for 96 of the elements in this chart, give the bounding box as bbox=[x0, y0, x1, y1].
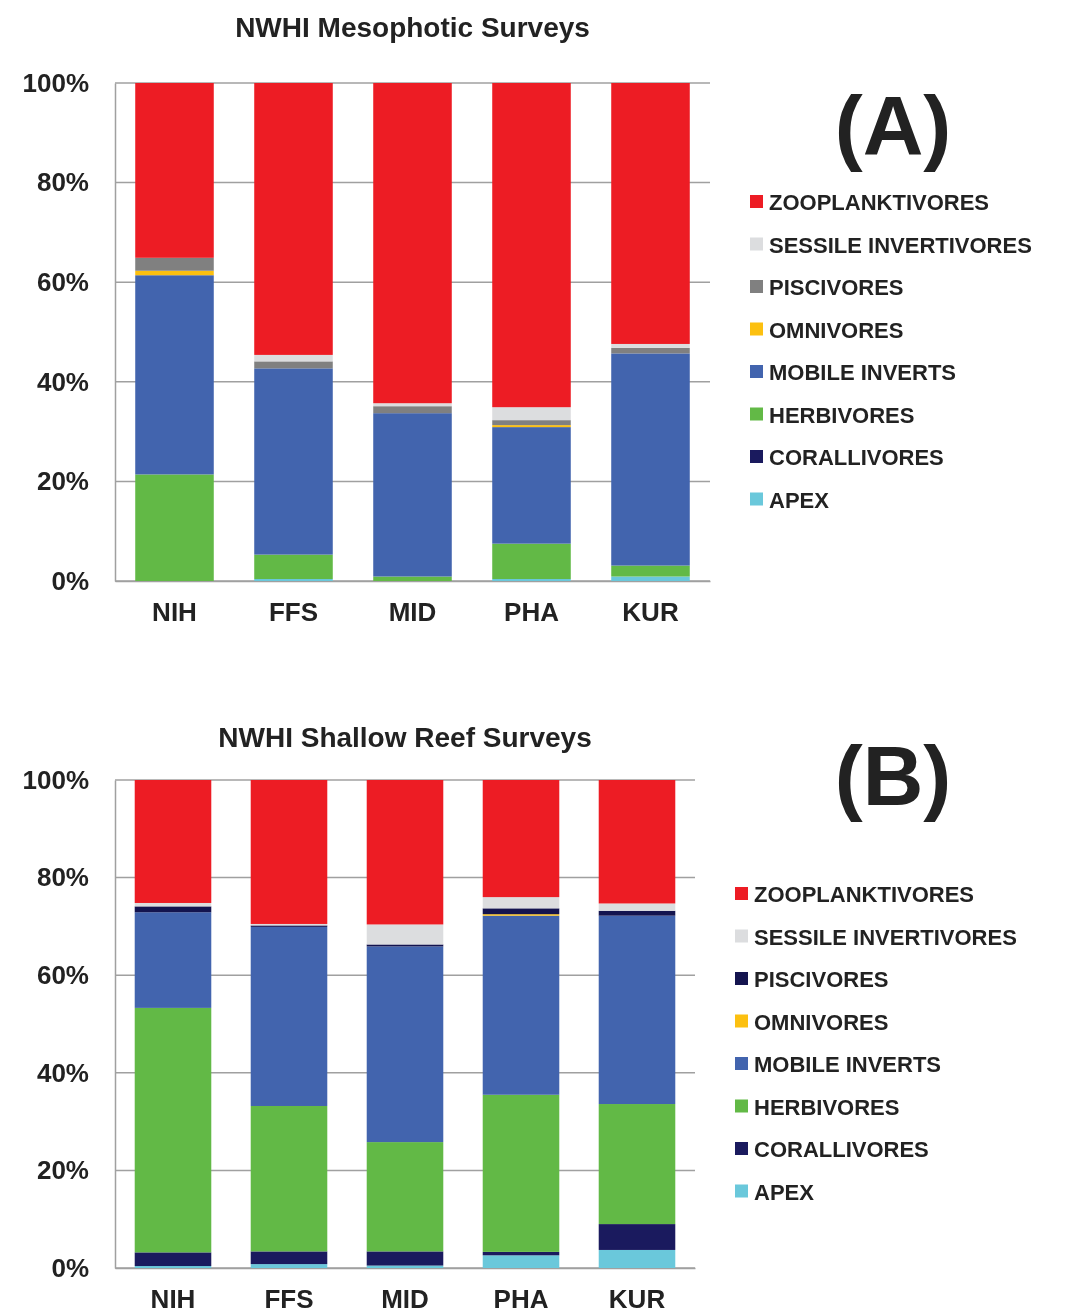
x-tick-label: MID bbox=[388, 597, 437, 628]
bar bbox=[135, 270, 214, 276]
bar bbox=[492, 420, 571, 426]
y-tick-label: 80% bbox=[36, 862, 89, 893]
bar bbox=[134, 1007, 212, 1253]
chart-title: NWHI Mesophotic Surveys bbox=[235, 12, 590, 43]
x-tick-label: FFS bbox=[268, 597, 319, 628]
bar bbox=[134, 906, 212, 913]
bar bbox=[254, 83, 333, 355]
bar bbox=[250, 780, 328, 924]
x-tick-label: FFS bbox=[264, 1284, 314, 1315]
bar bbox=[611, 353, 690, 566]
bar bbox=[134, 912, 212, 1008]
bar bbox=[482, 915, 560, 1095]
bar bbox=[135, 474, 214, 581]
bar bbox=[482, 780, 560, 898]
bar bbox=[373, 403, 452, 407]
bar bbox=[373, 413, 452, 577]
bar bbox=[492, 407, 571, 421]
bar bbox=[482, 1094, 560, 1252]
bar bbox=[373, 406, 452, 414]
bar bbox=[366, 780, 444, 925]
bar bbox=[598, 1224, 676, 1250]
bar bbox=[492, 83, 571, 408]
y-tick-label: 0% bbox=[51, 1252, 89, 1283]
bar bbox=[254, 554, 333, 580]
x-tick-label: PHA bbox=[504, 597, 560, 628]
legend-label: ZOOPLANKTIVORES bbox=[769, 190, 990, 215]
y-tick-label: 60% bbox=[36, 960, 89, 991]
bar bbox=[373, 83, 452, 404]
legend-label: PISCIVORES bbox=[754, 967, 889, 992]
y-tick-label: 60% bbox=[36, 267, 89, 298]
bar bbox=[492, 427, 571, 544]
bar bbox=[250, 1264, 328, 1268]
bar bbox=[366, 1251, 444, 1266]
x-tick-label: NIH bbox=[150, 1284, 196, 1315]
bar bbox=[611, 83, 690, 344]
y-tick-label: 20% bbox=[36, 1155, 89, 1186]
legend-label: HERBIVORES bbox=[769, 402, 915, 428]
bar bbox=[366, 1142, 444, 1252]
bar bbox=[366, 946, 444, 1143]
legend-label: OMNIVORES bbox=[754, 1009, 889, 1035]
bar bbox=[598, 1104, 676, 1225]
y-tick-label: 40% bbox=[36, 1057, 89, 1088]
bar bbox=[611, 576, 690, 581]
y-tick-label: 80% bbox=[36, 167, 89, 198]
y-tick-label: 40% bbox=[36, 366, 89, 397]
bar bbox=[482, 908, 560, 915]
y-tick-label: 100% bbox=[22, 764, 89, 795]
legend-label: HERBIVORES bbox=[754, 1094, 900, 1120]
bar bbox=[598, 780, 676, 904]
bar bbox=[250, 926, 328, 1106]
legend-label: CORALLIVORES bbox=[754, 1137, 929, 1162]
bar bbox=[254, 368, 333, 555]
legend-label: CORALLIVORES bbox=[769, 445, 944, 470]
x-tick-label: PHA bbox=[493, 1284, 549, 1315]
bar bbox=[492, 543, 571, 580]
y-tick-label: 100% bbox=[22, 67, 89, 98]
bar bbox=[598, 1249, 676, 1268]
bar bbox=[598, 910, 676, 916]
bar bbox=[611, 565, 690, 577]
y-tick-label: 0% bbox=[51, 565, 89, 596]
bar bbox=[611, 343, 690, 348]
chart-title: NWHI Shallow Reef Surveys bbox=[218, 722, 592, 753]
legend-label: SESSILE INVERTIVORES bbox=[754, 924, 1017, 950]
bar bbox=[254, 354, 333, 362]
bar bbox=[135, 257, 214, 271]
bar bbox=[135, 275, 214, 475]
legend-label: APEX bbox=[754, 1179, 815, 1205]
bar bbox=[366, 924, 444, 945]
legend-label: OMNIVORES bbox=[769, 317, 904, 343]
x-tick-label: KUR bbox=[622, 597, 679, 628]
bar bbox=[598, 915, 676, 1105]
bar bbox=[254, 361, 333, 369]
bar bbox=[373, 576, 452, 581]
legend-label: SESSILE INVERTIVORES bbox=[769, 232, 1032, 258]
bar bbox=[250, 1251, 328, 1265]
bar bbox=[482, 897, 560, 909]
x-tick-label: NIH bbox=[152, 597, 197, 628]
legend-label: MOBILE INVERTS bbox=[769, 360, 957, 385]
text: (B) bbox=[834, 729, 952, 823]
bar bbox=[482, 1255, 560, 1268]
x-tick-label: KUR bbox=[608, 1284, 666, 1315]
legend-label: ZOOPLANKTIVORES bbox=[754, 882, 975, 907]
bar bbox=[598, 903, 676, 911]
text: (A) bbox=[834, 79, 952, 173]
legend-label: MOBILE INVERTS bbox=[754, 1052, 942, 1077]
bar bbox=[611, 347, 690, 354]
bar bbox=[250, 1105, 328, 1252]
y-tick-label: 20% bbox=[36, 466, 89, 497]
legend-label: APEX bbox=[769, 487, 830, 513]
bar bbox=[134, 1252, 212, 1267]
bar bbox=[134, 780, 212, 903]
x-tick-label: MID bbox=[381, 1284, 429, 1315]
bar bbox=[135, 83, 214, 258]
legend-label: PISCIVORES bbox=[769, 275, 904, 300]
